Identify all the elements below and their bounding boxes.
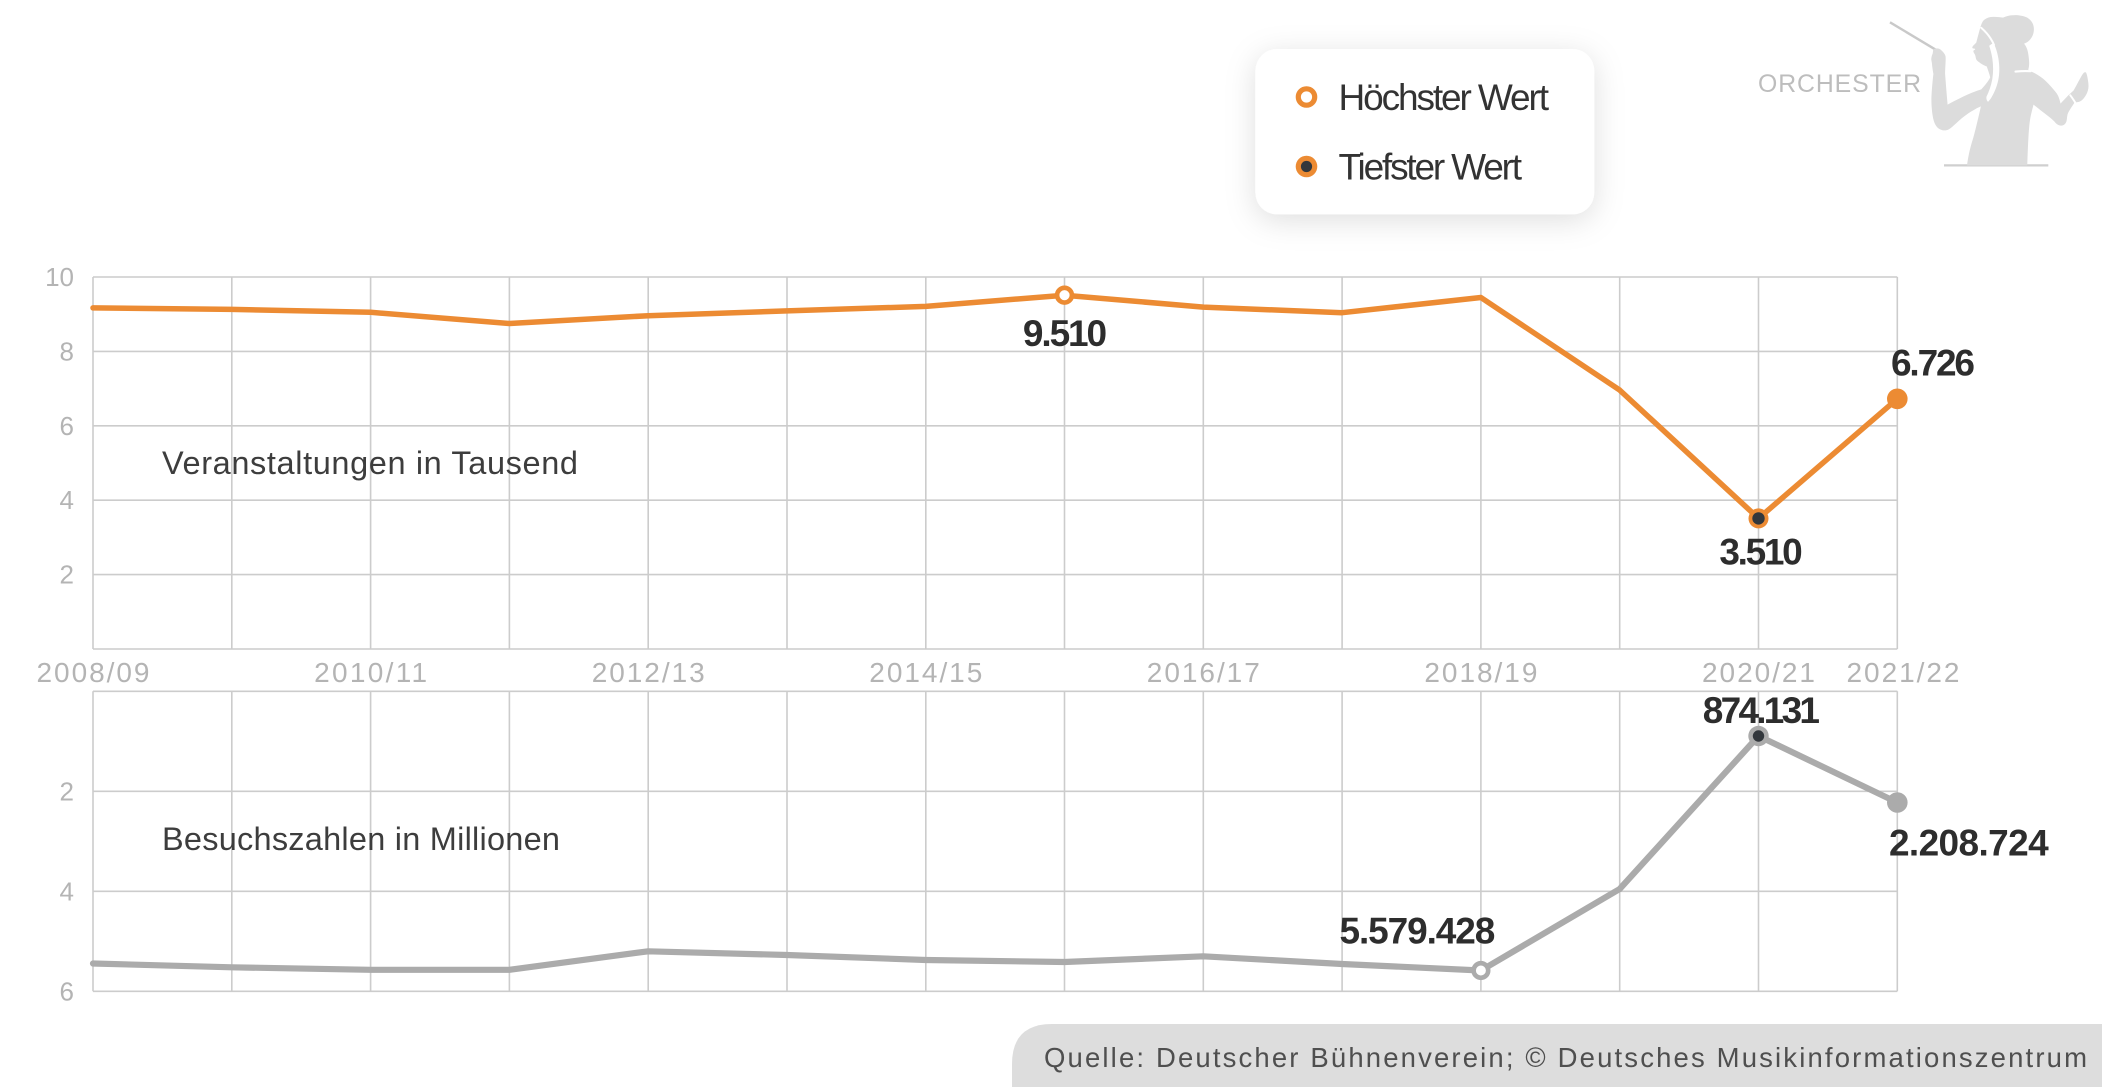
svg-text:3.510: 3.510 (1719, 532, 1802, 573)
svg-text:6.726: 6.726 (1891, 343, 1975, 384)
svg-text:4: 4 (60, 485, 74, 515)
svg-text:ORCHESTER: ORCHESTER (1758, 71, 1921, 98)
svg-text:6: 6 (60, 976, 74, 1006)
svg-text:Quelle: Deutscher Bühnenverein: Quelle: Deutscher Bühnenverein; © Deutsc… (1044, 1042, 2087, 1073)
svg-text:Besuchszahlen in Millionen: Besuchszahlen in Millionen (162, 821, 560, 857)
svg-text:2016/17: 2016/17 (1147, 657, 1260, 688)
svg-text:2018/19: 2018/19 (1424, 657, 1537, 688)
svg-text:2: 2 (60, 560, 74, 590)
svg-text:2021/22: 2021/22 (1847, 657, 1960, 688)
svg-text:9.510: 9.510 (1023, 313, 1107, 354)
svg-text:2010/11: 2010/11 (314, 657, 427, 688)
svg-text:2: 2 (60, 776, 74, 806)
svg-text:2012/13: 2012/13 (592, 657, 705, 688)
svg-text:10: 10 (45, 262, 74, 292)
svg-text:4: 4 (60, 876, 74, 906)
svg-text:Tiefster Wert: Tiefster Wert (1339, 147, 1523, 188)
svg-text:874.131: 874.131 (1703, 690, 1820, 731)
svg-text:8: 8 (60, 336, 74, 366)
svg-text:2020/21: 2020/21 (1702, 657, 1815, 688)
svg-text:6: 6 (60, 411, 74, 441)
svg-text:2008/09: 2008/09 (37, 657, 150, 688)
svg-text:5.579.428: 5.579.428 (1340, 911, 1496, 952)
svg-text:2.208.724: 2.208.724 (1889, 823, 2049, 864)
svg-text:Höchster Wert: Höchster Wert (1339, 77, 1550, 118)
svg-text:Veranstaltungen in Tausend: Veranstaltungen in Tausend (162, 445, 578, 481)
svg-text:2014/15: 2014/15 (869, 657, 982, 688)
